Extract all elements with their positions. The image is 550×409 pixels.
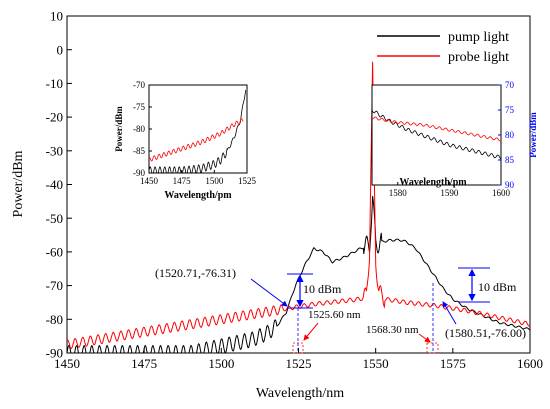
annotation-right-wavelength: 1568.30 nm bbox=[366, 324, 419, 336]
main-y-axis-title: Power/dBm bbox=[11, 150, 26, 217]
series-line-1 bbox=[148, 118, 244, 162]
x-tick-label-1: 1475 bbox=[173, 176, 192, 186]
right-inset: 1580 1590 1600 70 75 80 85 90 bbox=[371, 80, 515, 198]
left-inset-x-title: Wavelength/pm bbox=[164, 190, 232, 201]
annotations: (1520.71,-76.31) 10 dBm 1525.60 nm 1568.… bbox=[155, 266, 526, 354]
y-tick-label-6: -50 bbox=[46, 211, 63, 226]
x-tick-label-1: 1590 bbox=[440, 188, 459, 198]
annotation-left-wavelength: 1525.60 nm bbox=[308, 309, 361, 321]
annotation-left-delta: 10 dBm bbox=[303, 282, 342, 296]
annotation-right-point: (1580.51,-76.00) bbox=[445, 326, 526, 340]
left-wavelength-marker bbox=[292, 342, 304, 354]
right-wavelength-marker bbox=[426, 342, 439, 354]
y-tick-label-3: -20 bbox=[46, 110, 63, 125]
main-x-axis-title: Wavelength/nm bbox=[256, 386, 344, 401]
y-tick-label-1: 75 bbox=[505, 105, 515, 115]
x-tick-label-2: 1500 bbox=[205, 176, 224, 186]
legend-label-probe: probe light bbox=[448, 50, 509, 65]
y-tick-label-10: -90 bbox=[46, 346, 63, 361]
left-inset-frame bbox=[148, 84, 248, 174]
x-tick-label-1: 1475 bbox=[131, 356, 157, 371]
y-tick-label-0: -70 bbox=[133, 80, 145, 90]
x-tick-label-5: 1575 bbox=[440, 356, 466, 371]
right-inset-x-title: Wavelength/pm bbox=[399, 177, 467, 188]
y-tick-label-0: 10 bbox=[50, 9, 63, 24]
left-inset-y-title: Power/dBm bbox=[114, 106, 124, 152]
x-tick-label-3: 1525 bbox=[238, 176, 257, 186]
y-tick-label-5: -40 bbox=[46, 177, 63, 192]
right-point-leader bbox=[442, 301, 457, 325]
right-inset-frame bbox=[371, 84, 502, 186]
y-tick-label-4: -30 bbox=[46, 143, 63, 158]
x-tick-label-2: 1600 bbox=[492, 188, 511, 198]
x-tick-label-2: 1500 bbox=[208, 356, 234, 371]
y-tick-label-7: -60 bbox=[46, 244, 63, 259]
y-tick-label-3: -85 bbox=[133, 146, 145, 156]
left-inset: 1450 1475 1500 1525 -70 -75 -80 -85 -90 bbox=[133, 80, 257, 186]
x-tick-label-6: 1600 bbox=[517, 356, 543, 371]
annotation-right-delta: 10 dBm bbox=[478, 280, 517, 294]
right-inset-y-title: Power/dBm bbox=[528, 112, 538, 158]
left-wavelength-leader bbox=[303, 322, 319, 341]
y-tick-label-9: -80 bbox=[46, 312, 63, 327]
series-line-0 bbox=[371, 109, 502, 160]
legend-label-pump: pump light bbox=[448, 30, 509, 45]
series-line-1 bbox=[371, 116, 502, 142]
y-tick-label-1: -75 bbox=[133, 102, 145, 112]
x-tick-label-0: 1580 bbox=[389, 188, 408, 198]
y-tick-label-1: 0 bbox=[57, 42, 64, 57]
y-tick-label-8: -70 bbox=[46, 278, 63, 293]
right-wavelength-leader bbox=[418, 333, 431, 343]
y-tick-label-2: -80 bbox=[133, 124, 145, 134]
y-tick-label-2: -10 bbox=[46, 76, 63, 91]
series-line-0 bbox=[148, 89, 247, 174]
y-tick-label-2: 80 bbox=[505, 130, 515, 140]
x-tick-label-4: 1550 bbox=[363, 356, 389, 371]
legend: pump light probe light bbox=[377, 30, 509, 65]
x-tick-label-0: 1450 bbox=[140, 176, 159, 186]
annotation-left-point: (1520.71,-76.31) bbox=[155, 266, 236, 280]
x-tick-label-3: 1525 bbox=[286, 356, 312, 371]
x-tick-label-0: 1450 bbox=[54, 356, 80, 371]
y-tick-label-4: -90 bbox=[133, 168, 145, 178]
left-point-leader bbox=[250, 278, 288, 307]
y-tick-label-3: 85 bbox=[505, 155, 515, 165]
y-tick-label-4: 90 bbox=[505, 180, 515, 190]
y-tick-label-0: 70 bbox=[505, 80, 515, 90]
